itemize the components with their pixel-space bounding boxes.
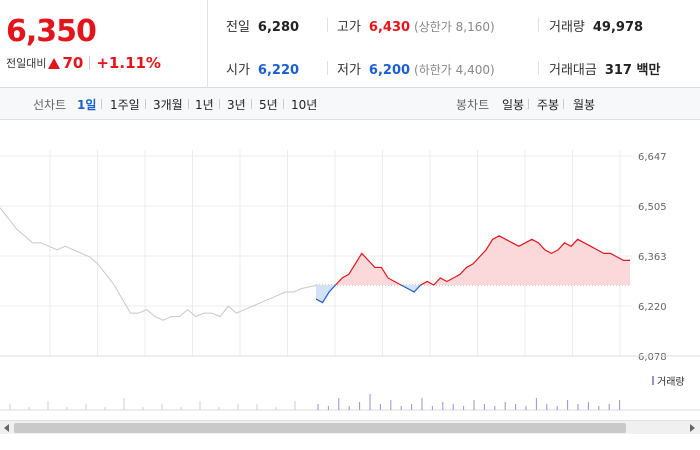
volume-legend: 거래량 bbox=[652, 373, 685, 388]
tab-monthly-candle[interactable]: 월봉 bbox=[573, 98, 596, 112]
tab-1w[interactable]: 1주일 bbox=[110, 98, 140, 112]
tab-3y[interactable]: 3년 bbox=[227, 98, 246, 112]
period-tab-bar: 선차트 1일 1주일 3개월 1년 3년 5년 10년 봉차트 일봉 주봉 월봉 bbox=[0, 88, 700, 120]
tab-1y[interactable]: 1년 bbox=[195, 98, 214, 112]
scroll-thumb[interactable] bbox=[14, 423, 626, 433]
quote-panel: 6,350 전일대비 70 +1.11% 전일 6,280 고가 6,430 (… bbox=[0, 0, 700, 88]
divider bbox=[89, 56, 91, 70]
today-line-up bbox=[334, 235, 630, 285]
down-area bbox=[316, 284, 421, 303]
legend-swatch bbox=[652, 376, 654, 385]
line-chart-label: 선차트 bbox=[33, 98, 67, 112]
trade-amount: 거래대금 317 백만 bbox=[549, 63, 661, 78]
bottom-strip bbox=[0, 434, 700, 450]
y-tick-label: 6,505 bbox=[638, 202, 667, 213]
divider bbox=[538, 18, 539, 32]
y-tick-label: 6,647 bbox=[638, 152, 667, 163]
divider bbox=[563, 99, 564, 109]
scroll-left-icon[interactable] bbox=[4, 424, 9, 432]
tab-weekly-candle[interactable]: 주봉 bbox=[537, 98, 560, 112]
low-price: 저가 6,200 (하한가 4,400) bbox=[337, 63, 495, 78]
open-price: 시가 6,220 bbox=[226, 63, 300, 78]
change-row: 전일대비 70 +1.11% bbox=[6, 54, 161, 72]
divider bbox=[188, 99, 189, 109]
divider bbox=[145, 99, 146, 109]
candle-chart-label: 봉차트 bbox=[456, 98, 490, 112]
y-tick-label: 6,363 bbox=[638, 252, 667, 263]
current-price: 6,350 bbox=[6, 14, 97, 49]
up-triangle-icon bbox=[48, 57, 61, 69]
change-rate: +1.11% bbox=[96, 54, 161, 72]
y-tick-label: 6,220 bbox=[638, 302, 667, 313]
divider bbox=[538, 61, 539, 75]
divider bbox=[528, 99, 529, 109]
tab-5y[interactable]: 5년 bbox=[259, 98, 278, 112]
divider bbox=[327, 18, 328, 32]
price-chart-svg: 6,647 6,505 6,363 6,220 6,078 bbox=[0, 150, 700, 411]
change-label: 전일대비 bbox=[6, 57, 47, 70]
scroll-right-icon[interactable] bbox=[690, 424, 695, 432]
high-price: 고가 6,430 (상한가 8,160) bbox=[337, 20, 495, 35]
previous-session-line bbox=[0, 207, 319, 321]
divider bbox=[219, 99, 220, 109]
tab-1d[interactable]: 1일 bbox=[77, 98, 97, 112]
divider bbox=[327, 61, 328, 75]
y-tick-label: 6,078 bbox=[638, 352, 667, 363]
price-chart: 6,647 6,505 6,363 6,220 6,078 bbox=[0, 120, 700, 420]
up-area bbox=[316, 235, 630, 285]
tab-3m[interactable]: 3개월 bbox=[153, 98, 183, 112]
price-box: 6,350 전일대비 70 +1.11% bbox=[0, 0, 208, 88]
tab-10y[interactable]: 10년 bbox=[291, 98, 318, 112]
volume: 거래량 49,978 bbox=[549, 20, 644, 35]
divider bbox=[101, 99, 102, 109]
tab-daily-candle[interactable]: 일봉 bbox=[502, 98, 525, 112]
prev-close: 전일 6,280 bbox=[226, 20, 300, 35]
change-value: 70 bbox=[62, 54, 84, 72]
chart-scrollbar[interactable] bbox=[0, 420, 700, 434]
divider bbox=[251, 99, 252, 109]
divider bbox=[283, 99, 284, 109]
